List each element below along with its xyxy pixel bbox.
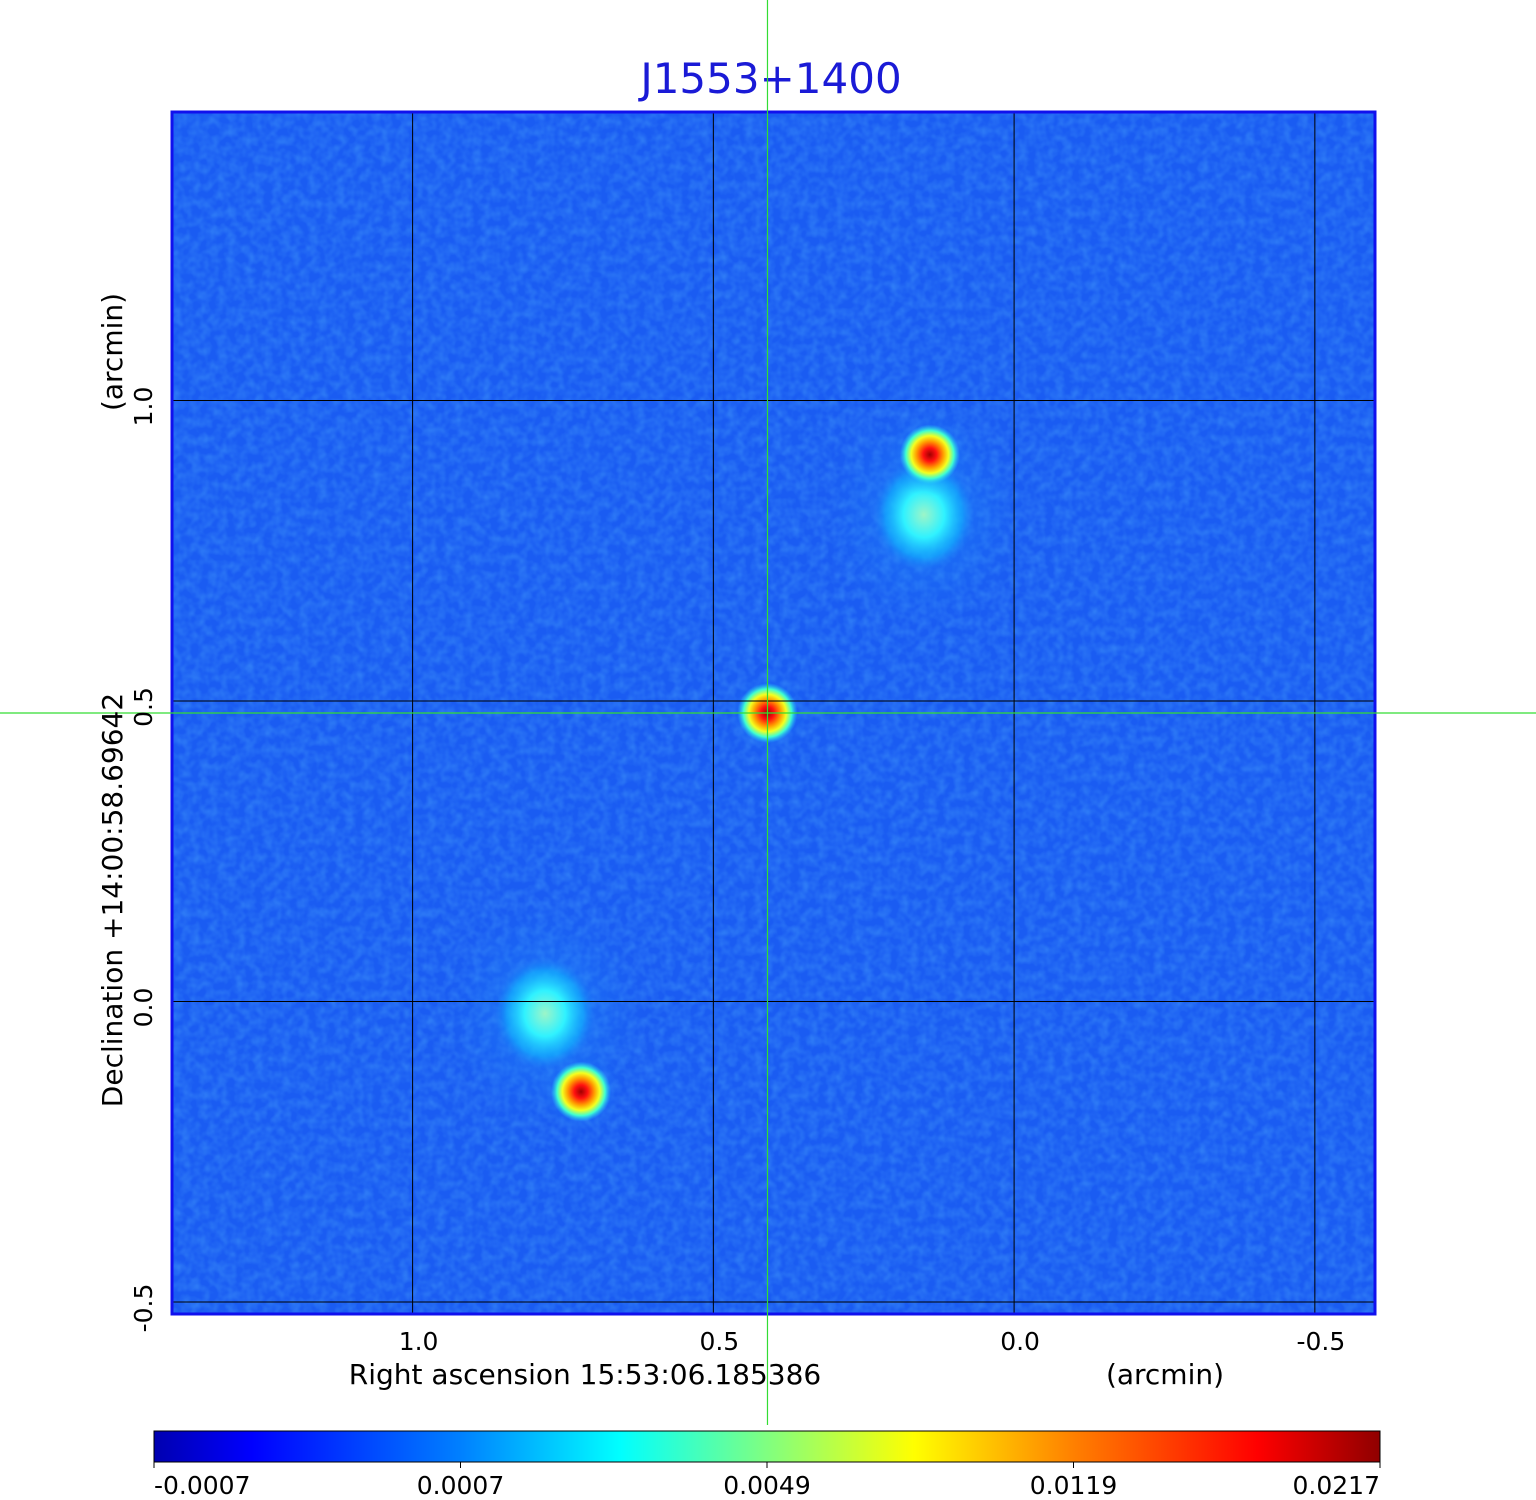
x-tick-label: -0.5 (1296, 1327, 1345, 1356)
y-axis-label: Declination +14:00:58.69642 (96, 693, 129, 1107)
colorbar-tick-label: 0.0049 (723, 1471, 810, 1500)
x-axis-label: Right ascension 15:53:06.185386 (349, 1358, 821, 1391)
y-tick-label: 0.5 (129, 687, 158, 727)
y-axis-unit-label: (arcmin) (96, 293, 129, 411)
colorbar-tick-label: 0.0007 (417, 1471, 504, 1500)
x-tick-label: 0.5 (699, 1327, 739, 1356)
diffuse-lobe-1 (493, 956, 597, 1071)
y-tick-label: 1.0 (129, 387, 158, 427)
source-core-1 (899, 424, 960, 485)
colorbar (153, 1430, 1381, 1463)
y-tick-label: 0.0 (129, 988, 158, 1028)
colorbar-tick-label: 0.0119 (1030, 1471, 1117, 1500)
x-tick-label: 0.0 (1000, 1327, 1040, 1356)
source-core-2 (550, 1061, 612, 1122)
colorbar-tick-label: -0.0007 (154, 1471, 251, 1500)
x-axis-unit-label: (arcmin) (1106, 1358, 1224, 1391)
colorbar-tick-label: 0.0217 (1293, 1471, 1380, 1500)
x-tick-label: 1.0 (399, 1327, 439, 1356)
chart-title: J1553+1400 (637, 54, 901, 103)
y-tick-label: -0.5 (129, 1284, 158, 1333)
